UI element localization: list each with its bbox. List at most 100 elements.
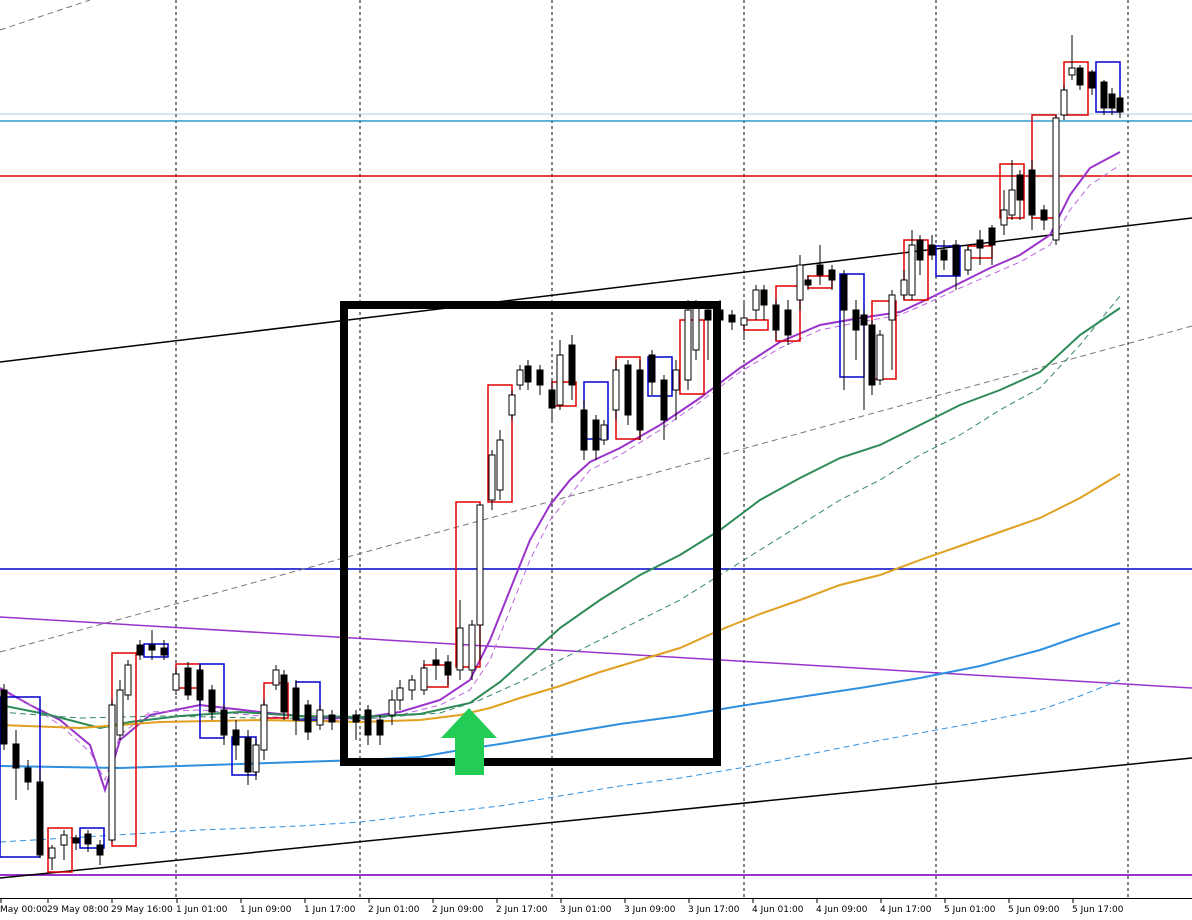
trend-mid-dashed [0,325,1192,653]
period-box-2 [79,827,105,849]
x-tick-label: 5 Jun 09:00 [1008,905,1060,915]
candle-body-40 [456,627,464,671]
x-tick-label: 1 Jun 17:00 [304,905,356,915]
candle-body-20 [232,729,240,746]
x-tick-label: 29 May 16:00 [111,905,173,915]
candle-body-60 [672,369,680,391]
candle-body-56 [624,364,632,416]
candle-body-21 [244,737,252,773]
candle-body-102 [1116,97,1124,113]
candle-body-25 [280,674,288,713]
candle-body-15 [172,673,180,691]
ma-fast [0,151,1121,794]
candle-body-6 [72,837,80,844]
candle-body-4 [48,847,56,859]
candle-body-54 [600,424,608,441]
candle-body-14 [160,647,168,656]
candle-body-27 [304,704,312,733]
period-box-28 [1063,61,1089,116]
candle-body-23 [260,704,268,751]
candle-body-19 [220,709,228,736]
candle-body-2 [24,767,32,783]
candle-body-63 [704,309,712,321]
candle-body-10 [116,689,124,736]
candle-body-43 [488,454,496,501]
candle-body-13 [148,644,156,651]
candle-body-0 [0,689,8,745]
candle-body-29 [328,714,336,723]
trend-top-dashed [0,0,91,31]
x-tick-label: 5 Jun 17:00 [1072,905,1124,915]
candle-body-76 [852,309,860,331]
candle-body-41 [468,624,476,671]
x-tick-label: 4 Jun 09:00 [816,905,868,915]
ma-gold [0,473,1121,730]
candle-body-62 [692,304,700,351]
candle-body-42 [476,504,484,626]
candle-body-73 [816,264,824,276]
x-tick-label: 1 Jun 01:00 [176,905,228,915]
candle-body-79 [876,334,884,381]
candle-body-1 [12,743,20,769]
candle-body-68 [760,289,768,306]
candle-body-82 [908,244,916,296]
candle-body-5 [60,834,68,846]
period-box-1 [47,827,73,873]
candle-body-99 [1088,71,1096,89]
x-tick-label: 2 Jun 09:00 [432,905,484,915]
trend-upper-channel [0,217,1192,363]
candle-body-74 [828,269,836,281]
candle-body-38 [432,659,440,666]
x-tick-label: 4 Jun 17:00 [880,905,932,915]
candle-body-36 [408,679,416,691]
candle-body-90 [1000,209,1008,226]
candle-body-24 [272,669,280,686]
candle-body-53 [592,419,600,451]
candle-body-39 [444,661,452,676]
candle-body-7 [84,833,92,845]
highlight-box [340,301,721,766]
x-tick-label: 3 Jun 01:00 [560,905,612,915]
candle-body-86 [952,244,960,276]
candle-body-81 [900,279,908,296]
candle-body-31 [352,714,360,723]
up-arrow-icon [441,708,497,775]
candle-body-16 [184,667,192,696]
candle-body-80 [888,294,896,321]
candle-body-87 [964,249,972,271]
candle-body-91 [1008,189,1016,216]
x-tick-label: 5 Jun 01:00 [944,905,996,915]
x-tick-label: 2 Jun 17:00 [496,905,548,915]
candle-body-84 [928,244,936,256]
period-box-27 [1031,114,1057,219]
candle-body-101 [1108,93,1116,109]
candle-body-33 [376,719,384,736]
period-boxes [0,61,1121,873]
candle-body-89 [988,227,996,246]
period-box-4 [143,643,169,658]
candle-body-78 [868,324,876,386]
candle-body-45 [508,394,516,416]
ma-blue-dashed [0,679,1121,843]
candle-body-61 [684,309,692,381]
candle-body-75 [840,274,848,311]
moving-averages [0,151,1121,843]
x-tick-label: 3 Jun 09:00 [624,905,676,915]
x-tick-label: 3 Jun 17:00 [688,905,740,915]
x-tick-label: May 00:00 [0,905,48,915]
x-tick-label: 1 Jun 09:00 [240,905,292,915]
candle-body-94 [1040,209,1048,221]
candle-body-47 [524,365,532,383]
candle-body-93 [1028,169,1036,216]
candle-body-97 [1068,67,1076,76]
candle-body-35 [396,687,404,701]
candle-body-28 [316,709,324,726]
candle-body-66 [740,317,748,326]
period-box-23 [903,239,929,301]
candle-body-96 [1060,89,1068,116]
candle-body-59 [660,379,668,421]
candle-body-65 [728,314,736,323]
period-box-12 [487,384,513,503]
candle-body-48 [536,369,544,386]
